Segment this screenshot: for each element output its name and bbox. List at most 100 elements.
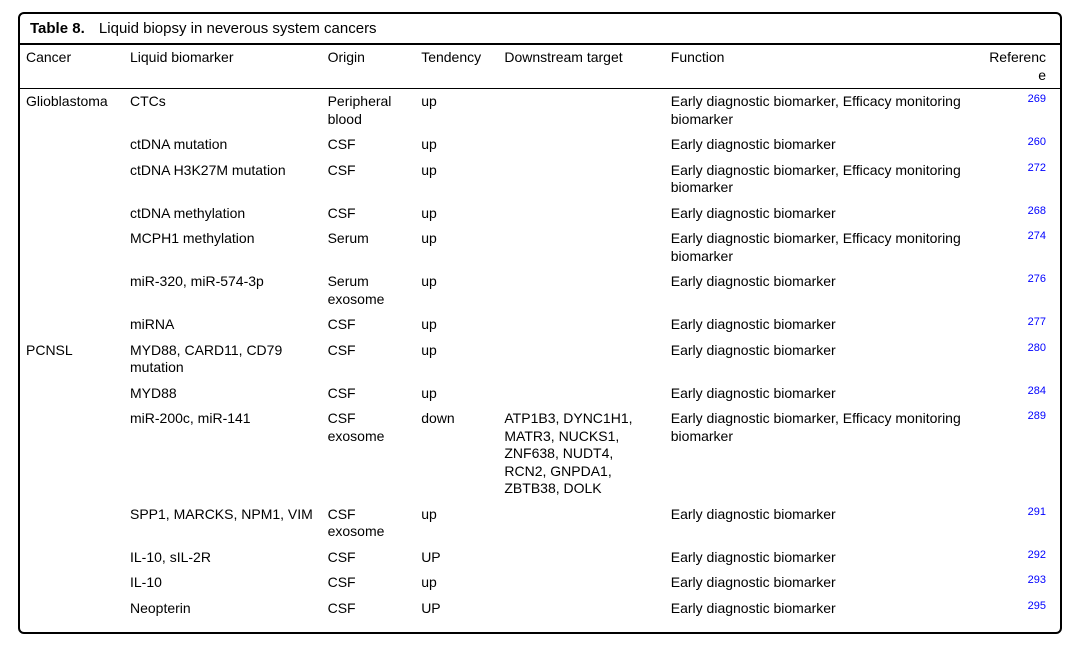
tendency-cell: up xyxy=(415,502,498,545)
function-cell: Early diagnostic biomarker, Efficacy mon… xyxy=(665,226,977,269)
cancer-cell xyxy=(20,381,124,407)
col-function: Function xyxy=(665,45,977,88)
function-cell: Early diagnostic biomarker, Efficacy mon… xyxy=(665,89,977,132)
biomarker-cell: Neopterin xyxy=(124,596,322,622)
reference-link[interactable]: 276 xyxy=(983,273,1046,287)
reference-link[interactable]: 295 xyxy=(983,600,1046,614)
table-row: SPP1, MARCKS, NPM1, VIMCSF exosomeup Earl… xyxy=(20,502,1060,545)
reference-link[interactable]: 260 xyxy=(983,136,1046,150)
downstream-cell xyxy=(498,381,664,407)
biomarker-cell: miR-320, miR-574-3p xyxy=(124,269,322,312)
reference-cell: 272 xyxy=(977,158,1060,201)
reference-link[interactable]: 293 xyxy=(983,574,1046,588)
function-cell: Early diagnostic biomarker xyxy=(665,338,977,381)
cancer-cell xyxy=(20,312,124,338)
table-row: IL-10, sIL-2RCSFUPEarly diagnostic bioma… xyxy=(20,545,1060,571)
downstream-cell xyxy=(498,545,664,571)
cancer-cell xyxy=(20,545,124,571)
origin-cell: CSF xyxy=(322,338,416,381)
biomarker-cell: ctDNA mutation xyxy=(124,132,322,158)
reference-link[interactable]: 277 xyxy=(983,316,1046,330)
reference-cell: 291 xyxy=(977,502,1060,545)
cancer-cell xyxy=(20,269,124,312)
downstream-cell xyxy=(498,158,664,201)
cancer-cell xyxy=(20,570,124,596)
reference-link[interactable]: 289 xyxy=(983,410,1046,424)
reference-link[interactable]: 268 xyxy=(983,205,1046,219)
function-cell: Early diagnostic biomarker xyxy=(665,132,977,158)
origin-cell: CSF xyxy=(322,545,416,571)
origin-cell: Serum exosome xyxy=(322,269,416,312)
table-row: MCPH1 methylationSerumupEarly diagnostic… xyxy=(20,226,1060,269)
table-body: GlioblastomaCTCsPeripheral bloodupEarly … xyxy=(20,89,1060,621)
cancer-cell xyxy=(20,201,124,227)
reference-link[interactable]: 291 xyxy=(983,506,1046,520)
table-row: PCNSLMYD88, CARD11, CD79 mutationCSFupEa… xyxy=(20,338,1060,381)
reference-cell: 276 xyxy=(977,269,1060,312)
tendency-cell: UP xyxy=(415,596,498,622)
reference-cell: 292 xyxy=(977,545,1060,571)
origin-cell: Serum xyxy=(322,226,416,269)
downstream-cell xyxy=(498,502,664,545)
origin-cell: CSF exosome xyxy=(322,502,416,545)
table-row: NeopterinCSFUPEarly diagnostic biomarker… xyxy=(20,596,1060,622)
table-title: Liquid biopsy in neverous system cancers xyxy=(99,20,377,37)
col-tendency: Tendency xyxy=(415,45,498,88)
origin-cell: CSF xyxy=(322,132,416,158)
downstream-cell xyxy=(498,570,664,596)
reference-link[interactable]: 272 xyxy=(983,162,1046,176)
reference-cell: 268 xyxy=(977,201,1060,227)
cancer-cell xyxy=(20,158,124,201)
downstream-cell xyxy=(498,226,664,269)
reference-cell: 277 xyxy=(977,312,1060,338)
reference-cell: 269 xyxy=(977,89,1060,132)
origin-cell: Peripheral blood xyxy=(322,89,416,132)
biomarker-cell: IL-10 xyxy=(124,570,322,596)
biomarker-cell: MYD88 xyxy=(124,381,322,407)
tendency-cell: up xyxy=(415,201,498,227)
downstream-cell xyxy=(498,132,664,158)
origin-cell: CSF xyxy=(322,570,416,596)
reference-link[interactable]: 284 xyxy=(983,385,1046,399)
table-row: IL-10CSFup Early diagnostic biomarker 293 xyxy=(20,570,1060,596)
downstream-cell xyxy=(498,201,664,227)
col-biomarker: Liquid biomarker xyxy=(124,45,322,88)
biomarker-cell: miR-200c, miR-141 xyxy=(124,406,322,502)
table-caption: Table 8. Liquid biopsy in neverous syste… xyxy=(20,14,1060,41)
biomarker-cell: SPP1, MARCKS, NPM1, VIM xyxy=(124,502,322,545)
origin-cell: CSF xyxy=(322,381,416,407)
function-cell: Early diagnostic biomarker xyxy=(665,502,977,545)
origin-cell: CSF xyxy=(322,596,416,622)
tendency-cell: up xyxy=(415,158,498,201)
origin-cell: CSF xyxy=(322,312,416,338)
reference-link[interactable]: 292 xyxy=(983,549,1046,563)
origin-cell: CSF exosome xyxy=(322,406,416,502)
cancer-cell xyxy=(20,226,124,269)
tendency-cell: up xyxy=(415,381,498,407)
table-row: GlioblastomaCTCsPeripheral bloodupEarly … xyxy=(20,89,1060,132)
tendency-cell: up xyxy=(415,132,498,158)
table-frame: Table 8. Liquid biopsy in neverous syste… xyxy=(18,12,1062,634)
reference-link[interactable]: 280 xyxy=(983,342,1046,356)
function-cell: Early diagnostic biomarker, Efficacy mon… xyxy=(665,158,977,201)
downstream-cell xyxy=(498,89,664,132)
downstream-cell: ATP1B3, DYNC1H1, MATR3, NUCKS1, ZNF638, … xyxy=(498,406,664,502)
cancer-cell xyxy=(20,596,124,622)
col-downstream: Downstream target xyxy=(498,45,664,88)
downstream-cell xyxy=(498,312,664,338)
reference-link[interactable]: 269 xyxy=(983,93,1046,107)
table-row: miRNACSFupEarly diagnostic biomarker277 xyxy=(20,312,1060,338)
cancer-cell xyxy=(20,132,124,158)
col-origin: Origin xyxy=(322,45,416,88)
reference-cell: 274 xyxy=(977,226,1060,269)
page: Table 8. Liquid biopsy in neverous syste… xyxy=(0,0,1080,646)
tendency-cell: UP xyxy=(415,545,498,571)
table-row: MYD88CSFupEarly diagnostic biomarker284 xyxy=(20,381,1060,407)
tendency-cell: up xyxy=(415,570,498,596)
col-reference: Reference xyxy=(977,45,1060,88)
reference-link[interactable]: 274 xyxy=(983,230,1046,244)
function-cell: Early diagnostic biomarker xyxy=(665,570,977,596)
biomarker-cell: MCPH1 methylation xyxy=(124,226,322,269)
reference-cell: 280 xyxy=(977,338,1060,381)
origin-cell: CSF xyxy=(322,158,416,201)
